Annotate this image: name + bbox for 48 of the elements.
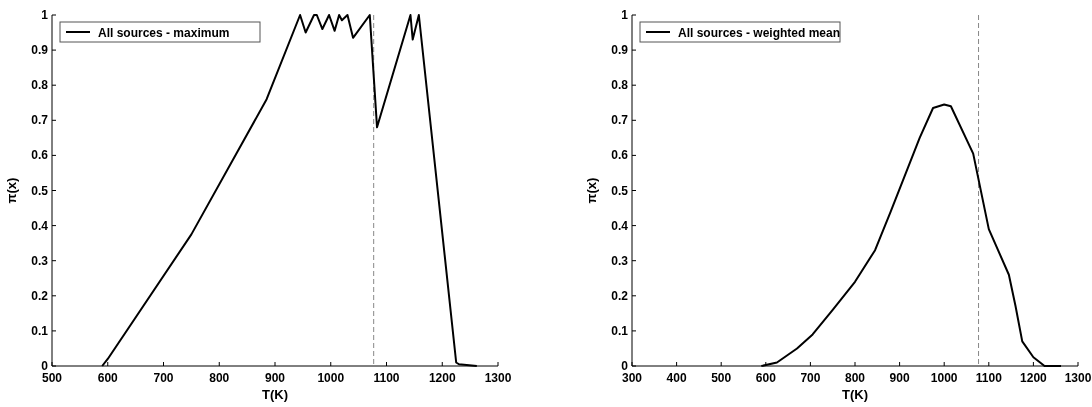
x-tick-label: 700	[153, 371, 174, 385]
y-tick-label: 0.1	[31, 323, 49, 338]
legend-label: All sources - maximum	[98, 26, 230, 40]
y-tick-label: 0.7	[31, 113, 49, 128]
x-axis-title: T(K)	[262, 387, 288, 402]
y-tick-label: 0.3	[31, 253, 49, 268]
x-tick-label: 800	[844, 371, 866, 385]
x-tick-label: 1300	[484, 371, 512, 385]
y-tick-label: 0.9	[31, 43, 49, 58]
x-tick-label: 1300	[1064, 371, 1092, 385]
y-tick-label: 0.4	[31, 218, 49, 233]
x-tick-label: 500	[711, 371, 732, 385]
y-tick-label: 0.4	[611, 218, 629, 233]
x-tick-label: 300	[621, 371, 643, 385]
y-tick-label: 0.1	[611, 323, 629, 338]
y-tick-label: 0.5	[31, 183, 49, 198]
y-tick-label: 0	[621, 359, 629, 373]
y-tick-label: 0.6	[31, 148, 49, 163]
legend-label: All sources - weighted mean	[678, 26, 841, 40]
x-tick-label: 800	[209, 371, 230, 385]
x-tick-label: 600	[755, 371, 777, 385]
x-tick-label: 1000	[930, 371, 958, 385]
x-axis-title: T(K)	[842, 387, 868, 402]
y-tick-label: 0.3	[611, 253, 629, 268]
x-tick-label: 900	[889, 371, 910, 385]
y-tick-label: 0.9	[611, 43, 629, 58]
x-tick-label: 700	[800, 371, 821, 385]
x-tick-label: 1100	[373, 371, 400, 385]
y-axis-title: π(x)	[584, 177, 599, 204]
y-tick-label: 1	[621, 8, 629, 22]
y-tick-label: 0.2	[611, 288, 629, 303]
x-tick-label: 1200	[428, 371, 456, 385]
y-tick-label: 0.6	[611, 148, 629, 163]
x-tick-label: 900	[264, 371, 286, 385]
x-tick-label: 500	[41, 371, 63, 385]
x-tick-label: 1100	[975, 371, 1003, 385]
x-tick-label: 1000	[317, 371, 345, 385]
x-tick-label: 400	[666, 371, 687, 385]
x-tick-label: 1200	[1020, 371, 1048, 385]
x-tick-label: 600	[97, 371, 119, 385]
y-tick-label: 0.2	[31, 288, 49, 303]
y-axis-title: π(x)	[4, 177, 19, 204]
y-tick-label: 1	[41, 8, 49, 22]
y-tick-label: 0.7	[611, 113, 629, 128]
y-tick-label: 0.5	[611, 183, 629, 198]
y-tick-label: 0	[41, 359, 49, 373]
y-tick-label: 0.8	[31, 78, 49, 93]
y-tick-label: 0.8	[611, 78, 629, 93]
